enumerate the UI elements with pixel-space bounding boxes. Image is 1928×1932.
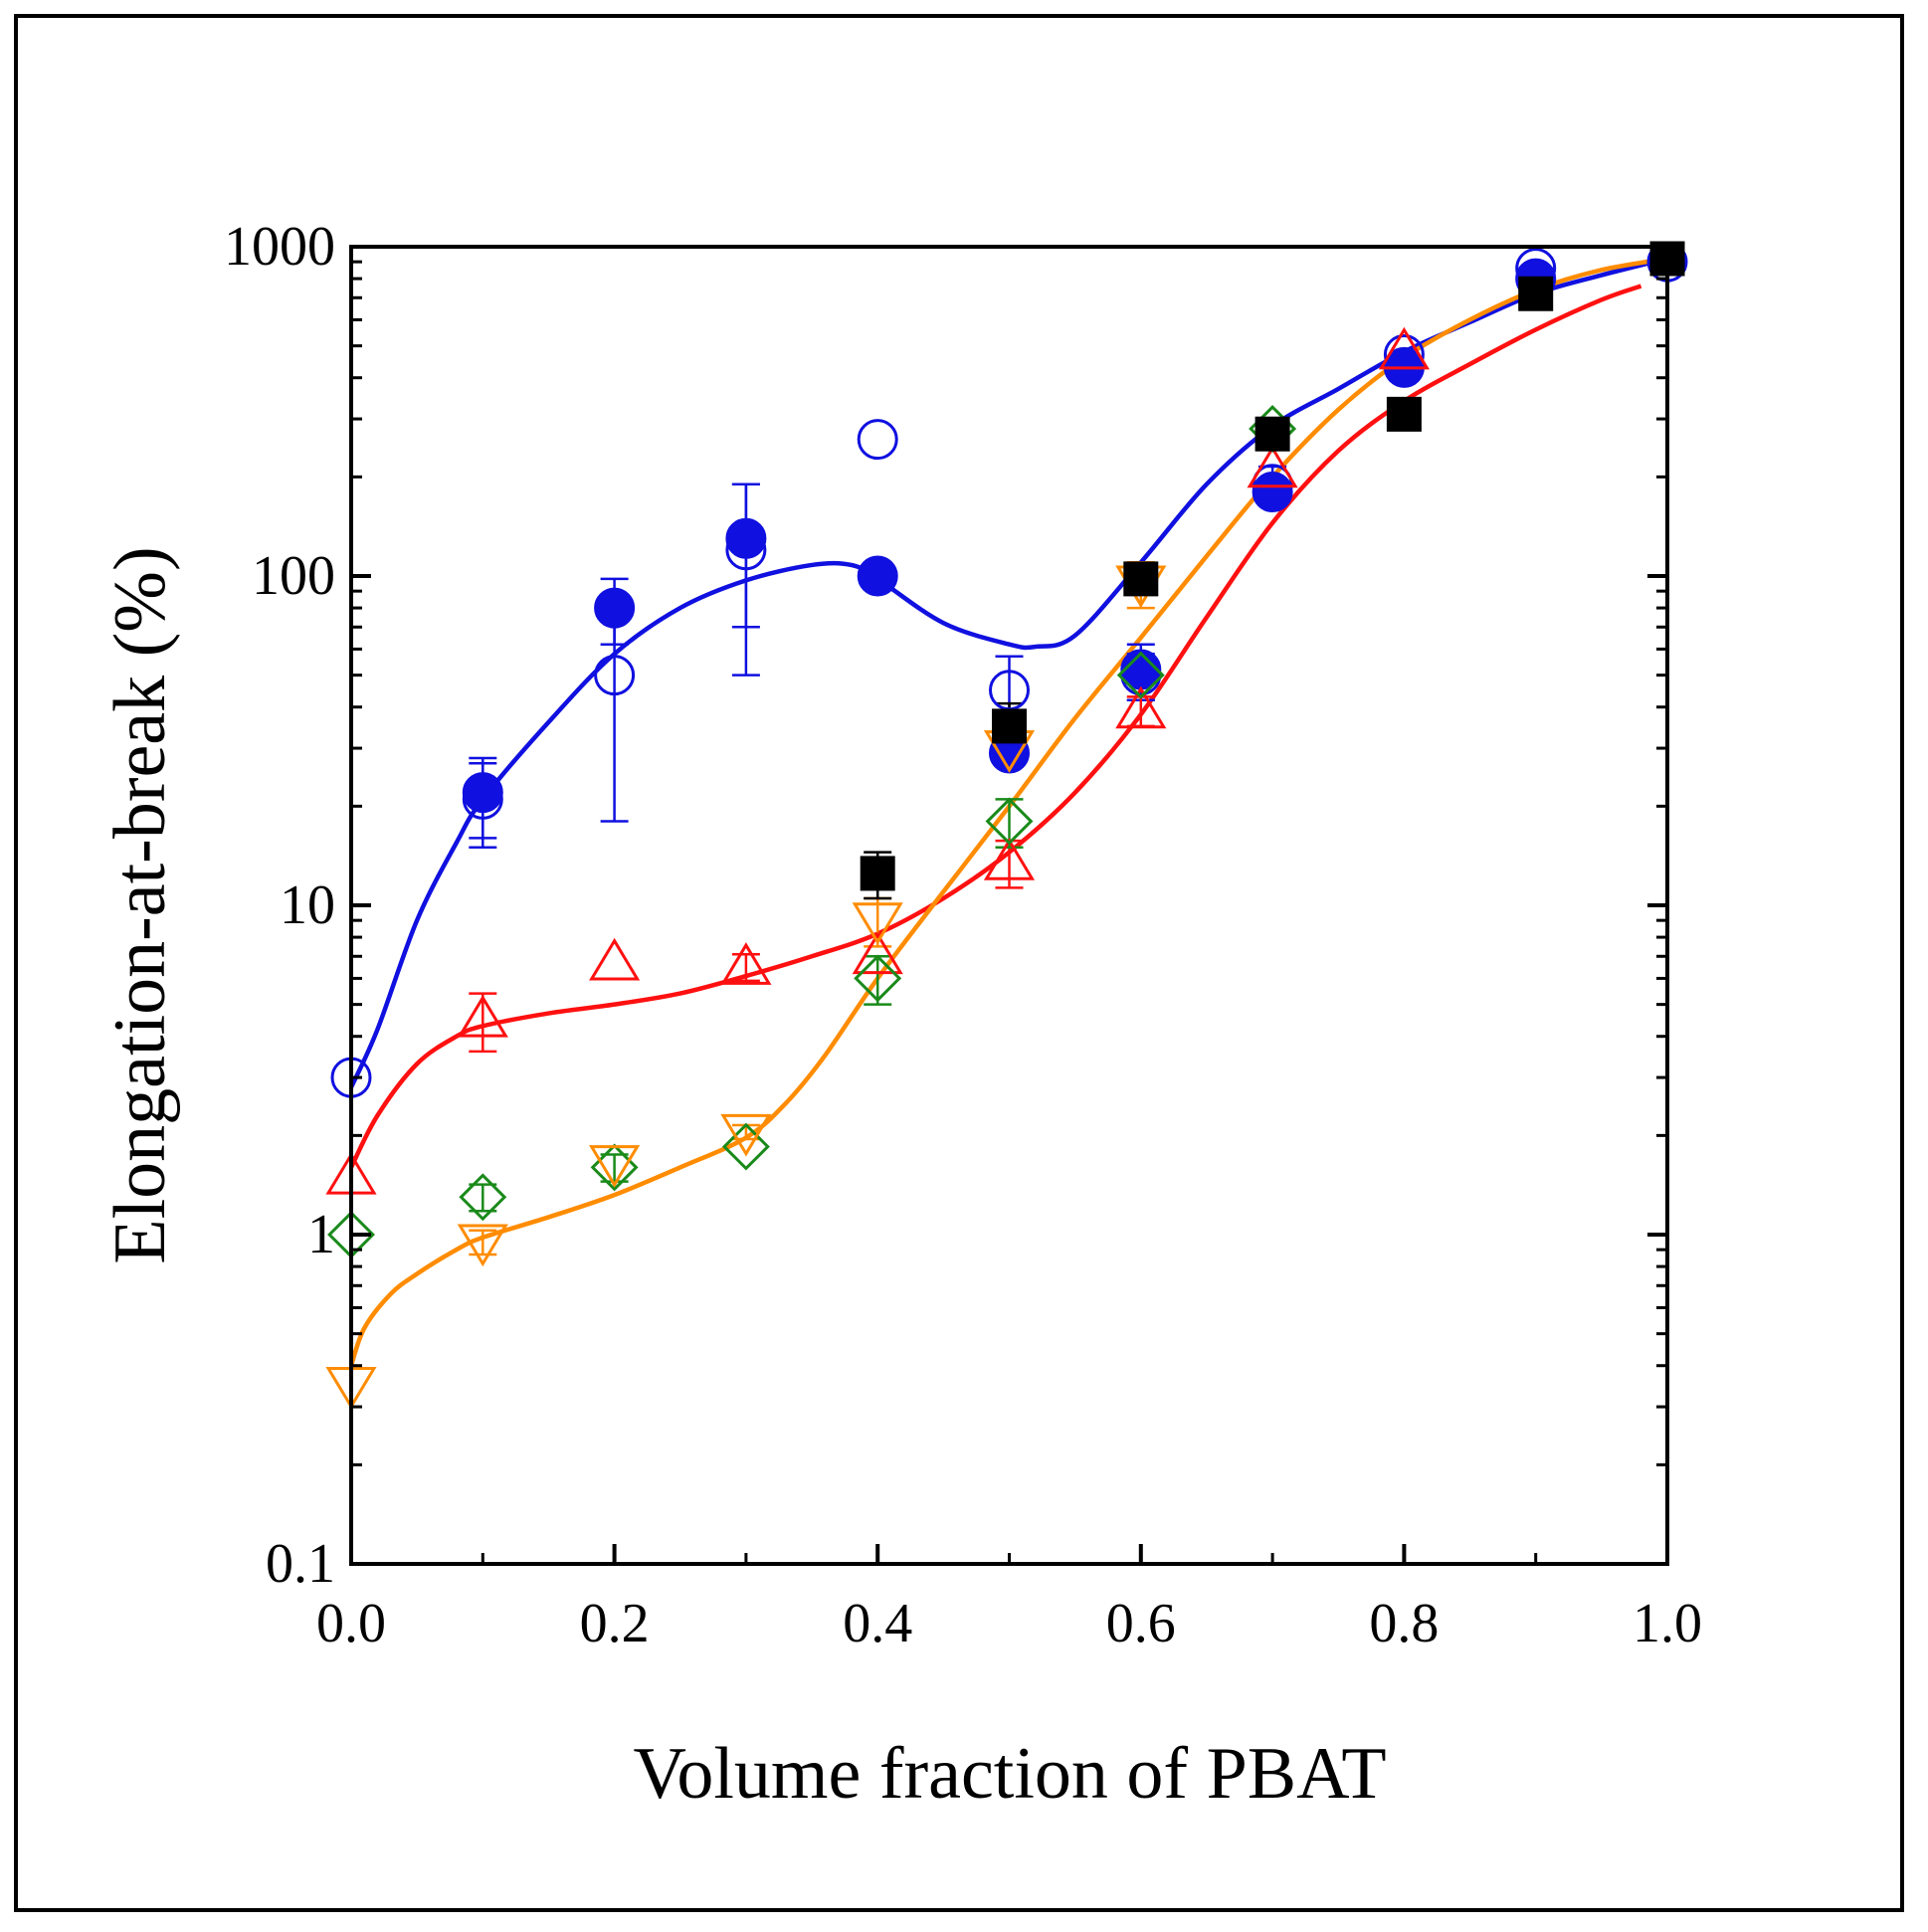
data-point-triangle-up	[457, 995, 508, 1038]
data-point-diamond	[721, 1122, 770, 1171]
data-point-square	[1254, 416, 1290, 452]
y-tick-label: 10	[280, 874, 335, 936]
data-point-square	[1123, 561, 1159, 597]
data-point-triangle-up	[589, 937, 641, 981]
data-point-triangle-down	[720, 1113, 772, 1157]
axes: 0.0 0.2 0.4 0.6 0.8 1.0 0.1 1 10 100 1000	[224, 216, 1702, 1654]
data-point-triangle-up	[852, 931, 903, 975]
error-bar	[469, 1229, 497, 1256]
data-point-diamond	[985, 797, 1034, 846]
data-point-triangle-down	[589, 1145, 641, 1188]
y-tick-label: 100	[252, 545, 335, 607]
y-tick-label: 0.1	[266, 1533, 335, 1595]
data-point-circle-filled	[462, 772, 503, 814]
data-point-diamond	[459, 1173, 507, 1222]
data-point-diamond	[1116, 651, 1165, 699]
figure-frame	[14, 14, 1904, 1912]
data-point-square	[860, 856, 895, 891]
data-point-triangle-up	[1378, 326, 1430, 370]
data-point-square	[992, 708, 1027, 744]
data-point-diamond	[854, 954, 902, 1003]
data-point-triangle-down	[457, 1224, 508, 1267]
plot-area-border	[349, 245, 1669, 1566]
data-point-circle-filled	[857, 555, 898, 597]
x-tick-label: 1.0	[1633, 1593, 1702, 1654]
y-axis-title: Elongation-at-break (%)	[99, 546, 181, 1263]
data-point-square	[1386, 396, 1422, 432]
x-axis-title: Volume fraction of PBAT	[633, 1733, 1386, 1815]
data-point-circle-open	[857, 419, 898, 461]
data-point-triangle-up	[1115, 685, 1167, 729]
data-point-circle-filled	[594, 587, 636, 629]
data-point-triangle-down	[852, 902, 903, 945]
data-point-triangle-up	[1247, 445, 1298, 488]
data-point-square	[1518, 276, 1554, 311]
x-tick-label: 0.2	[580, 1593, 650, 1654]
y-tick-label: 1000	[224, 216, 335, 278]
x-tick-label: 0.6	[1106, 1593, 1176, 1654]
data-point-circle-open	[594, 655, 636, 696]
data-markers	[325, 241, 1688, 1410]
y-tick-label: 1	[307, 1204, 335, 1265]
x-tick-label: 0.4	[843, 1593, 912, 1654]
data-point-triangle-up	[720, 942, 772, 985]
error-bar	[469, 992, 497, 1054]
data-point-circle-filled	[1252, 472, 1293, 513]
data-point-circle-filled	[725, 517, 767, 559]
x-tick-label: 0.0	[316, 1593, 386, 1654]
error-bar	[731, 952, 760, 983]
x-tick-label: 0.8	[1369, 1593, 1439, 1654]
data-point-triangle-up	[983, 838, 1036, 880]
